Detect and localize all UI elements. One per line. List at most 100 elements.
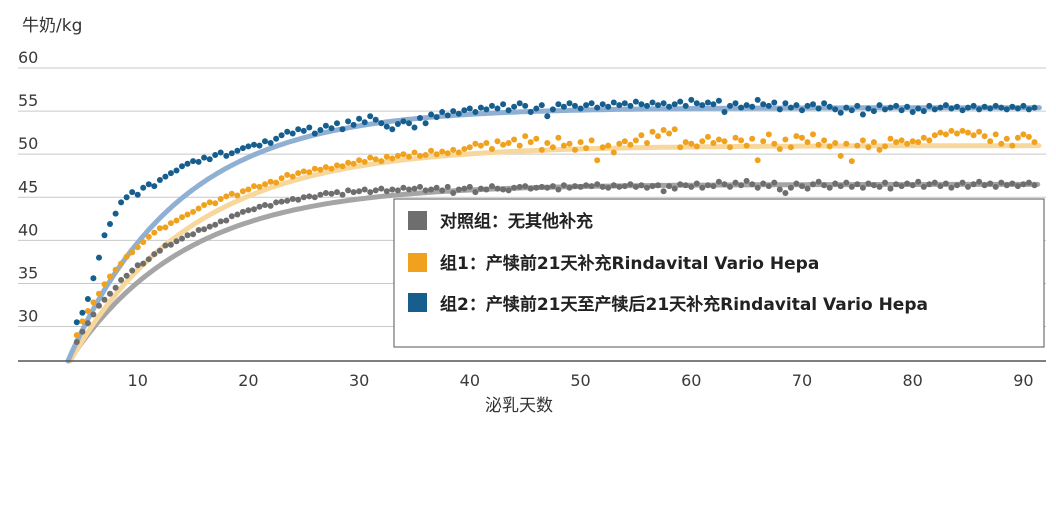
point-s0-85 <box>544 184 551 191</box>
point-s0-81 <box>522 183 529 190</box>
point-s2-37 <box>278 132 285 139</box>
point-s1-138 <box>837 152 844 159</box>
point-s1-89 <box>566 140 573 147</box>
point-s1-76 <box>494 138 501 145</box>
point-s0-7 <box>112 284 119 291</box>
point-s1-155 <box>931 132 938 139</box>
point-s1-51 <box>356 157 363 164</box>
point-s1-13 <box>145 233 152 240</box>
point-s1-147 <box>887 135 894 142</box>
point-s1-66 <box>439 148 446 155</box>
point-s0-146 <box>882 179 888 186</box>
point-s2-52 <box>361 119 368 126</box>
point-s0-9 <box>123 272 130 279</box>
point-s1-46 <box>328 165 335 172</box>
point-s1-159 <box>954 130 960 137</box>
point-s0-31 <box>245 207 252 214</box>
point-s1-7 <box>112 266 119 273</box>
point-s2-105 <box>655 102 661 109</box>
legend-swatch-group2 <box>408 293 427 312</box>
point-s1-31 <box>245 186 252 193</box>
point-s1-151 <box>909 138 916 145</box>
point-s0-12 <box>140 260 147 267</box>
point-s1-116 <box>715 136 722 143</box>
point-s2-138 <box>837 109 844 116</box>
point-s0-92 <box>583 182 590 189</box>
point-s0-61 <box>411 185 418 192</box>
point-s0-103 <box>644 184 650 191</box>
point-s2-0 <box>73 319 80 326</box>
point-s2-145 <box>876 102 883 109</box>
point-s0-1 <box>79 328 86 335</box>
point-s1-104 <box>649 128 656 135</box>
point-s0-14 <box>151 251 158 258</box>
point-s1-75 <box>489 146 495 152</box>
point-s1-4 <box>96 290 102 297</box>
point-s2-84 <box>538 102 545 109</box>
point-s2-48 <box>339 126 346 133</box>
point-s0-137 <box>832 180 839 187</box>
point-s1-54 <box>372 156 379 163</box>
point-s0-129 <box>787 184 794 191</box>
point-s2-1 <box>79 309 86 316</box>
y-tick-50: 50 <box>18 134 38 153</box>
point-s2-15 <box>156 177 163 183</box>
point-s1-27 <box>223 193 230 200</box>
point-s0-13 <box>145 256 152 263</box>
point-s1-55 <box>378 158 385 165</box>
point-s2-77 <box>500 101 507 108</box>
point-s1-142 <box>859 137 866 144</box>
point-s2-104 <box>649 99 656 106</box>
point-s1-48 <box>339 163 346 170</box>
point-s1-24 <box>206 199 213 206</box>
point-s0-127 <box>776 186 783 193</box>
point-s1-3 <box>90 299 97 306</box>
point-s1-173 <box>1031 139 1038 146</box>
point-s1-2 <box>84 308 91 314</box>
point-s1-136 <box>826 143 833 150</box>
point-s0-105 <box>655 182 661 189</box>
x-tick-30: 30 <box>349 371 369 390</box>
point-s0-110 <box>682 182 689 189</box>
point-s0-124 <box>760 180 767 187</box>
point-s1-163 <box>976 128 983 135</box>
point-s2-158 <box>948 105 955 112</box>
point-s1-94 <box>594 157 601 164</box>
point-s0-10 <box>129 267 136 274</box>
point-s0-82 <box>527 185 534 192</box>
point-s0-40 <box>295 196 302 203</box>
point-s2-150 <box>904 103 911 110</box>
point-s2-36 <box>273 135 280 142</box>
point-s1-120 <box>738 137 745 144</box>
point-s2-103 <box>644 102 650 109</box>
point-s1-153 <box>920 134 927 141</box>
point-s0-138 <box>837 183 844 190</box>
point-s1-29 <box>234 192 241 199</box>
point-s2-132 <box>804 102 811 109</box>
point-s1-58 <box>394 152 401 159</box>
point-s1-134 <box>815 141 822 148</box>
point-s0-66 <box>439 187 446 194</box>
series-1-points <box>73 126 1038 339</box>
point-s2-28 <box>228 150 235 157</box>
point-s2-126 <box>771 99 778 106</box>
point-s1-44 <box>317 166 324 173</box>
point-s1-121 <box>743 142 750 149</box>
point-s0-132 <box>804 185 811 192</box>
point-s1-15 <box>156 225 163 232</box>
point-s0-142 <box>859 184 866 191</box>
point-s1-60 <box>406 153 412 160</box>
x-tick-20: 20 <box>238 371 258 390</box>
point-s2-31 <box>245 143 252 150</box>
point-s2-2 <box>84 296 91 302</box>
point-s0-80 <box>516 183 523 190</box>
point-s1-12 <box>140 239 147 246</box>
point-s2-79 <box>511 103 518 110</box>
point-s1-126 <box>771 140 778 147</box>
point-s1-100 <box>627 141 634 148</box>
point-s1-19 <box>179 214 185 221</box>
point-s0-68 <box>450 190 457 196</box>
point-s2-128 <box>782 100 789 107</box>
point-s1-72 <box>472 140 479 147</box>
point-s2-65 <box>433 114 440 121</box>
